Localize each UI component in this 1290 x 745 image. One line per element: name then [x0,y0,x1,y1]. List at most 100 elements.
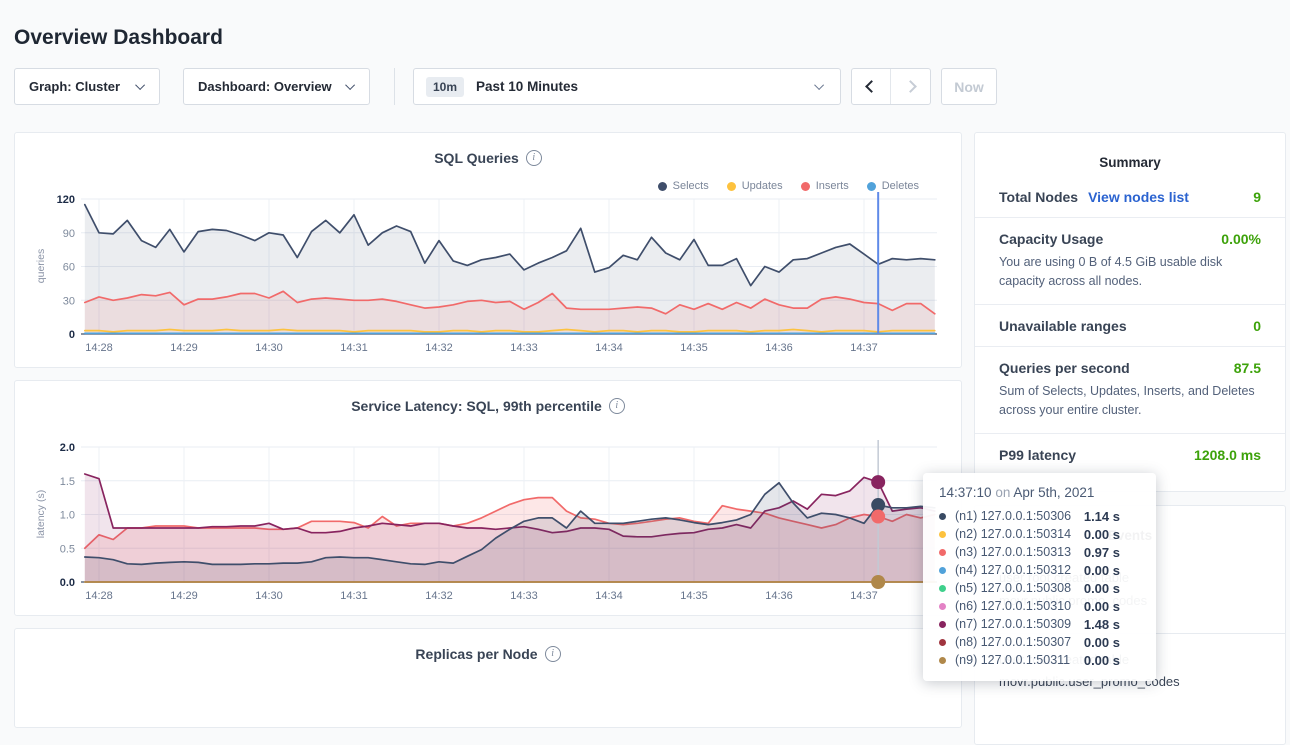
tooltip-row: (n5) 127.0.0.1:50308 0.00 s [939,579,1140,597]
tooltip-date: Apr 5th, 2021 [1013,485,1095,500]
node-color-dot [939,566,946,574]
node-address: (n4) 127.0.0.1:50312 [955,563,1072,577]
svg-text:14:28: 14:28 [85,590,113,602]
svg-text:14:28: 14:28 [85,342,113,354]
summary-row-capacity: Capacity Usage 0.00% You are using 0 B o… [975,218,1285,305]
tooltip-row: (n4) 127.0.0.1:50312 0.00 s [939,561,1140,579]
node-address: (n2) 127.0.0.1:50314 [955,527,1072,541]
time-prev-button[interactable] [852,69,892,104]
svg-text:1.0: 1.0 [60,510,75,522]
time-range-badge: 10m [426,76,465,97]
svg-text:30: 30 [63,295,75,307]
svg-text:14:31: 14:31 [340,342,368,354]
graph-dropdown[interactable]: Graph: Cluster [14,68,160,105]
svg-text:14:33: 14:33 [510,590,538,602]
tooltip-row: (n7) 127.0.0.1:50309 1.48 s [939,615,1140,633]
view-nodes-link[interactable]: View nodes list [1088,189,1189,205]
now-button-label: Now [954,78,984,95]
summary-row-total-nodes: Total Nodes View nodes list 9 [975,176,1285,218]
node-latency: 0.00 s [1083,634,1120,650]
node-color-dot [939,548,946,556]
svg-text:14:35: 14:35 [680,590,708,602]
tooltip-time: 14:37:10 [939,485,992,500]
node-color-dot [939,602,946,610]
svg-text:14:30: 14:30 [255,342,283,354]
node-color-dot [939,656,946,664]
svg-text:14:33: 14:33 [510,342,538,354]
summary-value: 9 [1253,189,1261,205]
legend-dot [657,181,667,191]
svg-text:14:36: 14:36 [765,342,793,354]
chevron-left-icon [864,80,878,93]
latency-title: Service Latency: SQL, 99th percentile i [15,398,961,414]
summary-label: Capacity Usage [999,231,1104,247]
node-latency: 1.48 s [1083,616,1120,632]
legend-label: Deletes [881,180,919,192]
svg-text:2.0: 2.0 [60,442,75,454]
node-latency: 1.14 s [1083,508,1120,524]
info-icon[interactable]: i [608,398,625,414]
chart-title-text: SQL Queries [434,150,519,166]
legend-item: Selects [657,180,709,192]
node-color-dot [939,584,946,592]
summary-value: 0 [1253,317,1261,334]
tooltip-row: (n6) 127.0.0.1:50310 0.00 s [939,597,1140,615]
latency-plot[interactable]: 0.0 0.5 1.0 1.5 2.0 14:28 14:29 14:30 14:31 14:32… [15,421,963,611]
legend-label: Selects [672,180,709,192]
summary-value: 1208.0 ms [1194,446,1261,463]
now-button[interactable]: Now [941,68,997,105]
svg-text:14:31: 14:31 [340,590,368,602]
svg-text:0.0: 0.0 [60,577,75,589]
svg-text:14:34: 14:34 [595,342,623,354]
chart-hover-tooltip: 14:37:10 on Apr 5th, 2021 (n1) 127.0.0.1… [923,473,1156,681]
sql-queries-plot[interactable]: 0 30 60 90 120 14:28 14:29 14:30 14:31 14:32 14:33… [15,173,963,363]
node-latency: 0.00 s [1083,580,1120,596]
node-latency: 0.97 s [1083,544,1120,560]
sql-queries-legend: Selects Updates Inserts Deletes [657,180,919,192]
chart-title-text: Service Latency: SQL, 99th percentile [351,398,602,414]
node-address: (n9) 127.0.0.1:50311 [955,653,1071,667]
time-range-dropdown[interactable]: 10m Past 10 Minutes [413,68,841,105]
summary-label: Total Nodes [999,189,1079,205]
svg-text:14:36: 14:36 [765,590,793,602]
svg-text:14:35: 14:35 [680,342,708,354]
chevron-down-icon [814,80,825,91]
node-color-dot [939,620,946,628]
tooltip-row: (n8) 127.0.0.1:50307 0.00 s [939,633,1140,651]
info-icon[interactable]: i [544,646,561,662]
legend-dot [800,181,810,191]
svg-text:90: 90 [63,228,75,240]
summary-description: You are using 0 B of 4.5 GiB usable disk… [999,255,1223,289]
svg-text:14:37: 14:37 [850,342,878,354]
node-color-dot [939,638,946,646]
summary-panel: Summary Total Nodes View nodes list 9 Ca… [974,132,1286,492]
svg-text:60: 60 [63,262,75,274]
tooltip-timestamp: 14:37:10 on Apr 5th, 2021 [939,485,1140,500]
summary-label: P99 latency [999,446,1077,463]
summary-title: Summary [1099,155,1161,170]
dashboard-dropdown[interactable]: Dashboard: Overview [183,68,370,105]
chevron-right-icon [904,80,917,93]
node-address: (n5) 127.0.0.1:50308 [955,581,1072,595]
time-next-button[interactable] [891,69,930,104]
svg-text:14:30: 14:30 [255,590,283,602]
page-title: Overview Dashboard [14,26,223,50]
svg-text:120: 120 [57,194,75,206]
legend-item: Updates [726,180,783,192]
legend-label: Inserts [815,180,849,192]
summary-value: 0.00% [1221,231,1261,247]
legend-item: Deletes [866,180,919,192]
node-address: (n6) 127.0.0.1:50310 [955,599,1072,613]
chevron-down-icon [345,80,356,91]
svg-text:1.5: 1.5 [60,476,75,488]
replicas-title: Replicas per Node i [15,646,961,662]
svg-text:0: 0 [69,329,75,341]
time-nav-group [851,68,931,105]
tooltip-row: (n9) 127.0.0.1:50311 0.00 s [939,651,1140,669]
info-icon[interactable]: i [525,150,542,166]
summary-row-qps: Queries per second 87.5 Sum of Selects, … [975,347,1285,434]
time-range-label: Past 10 Minutes [476,79,579,94]
node-address: (n3) 127.0.0.1:50313 [955,545,1072,559]
summary-row-p99: P99 latency 1208.0 ms [975,434,1285,475]
sql-queries-title: SQL Queries i [15,150,961,166]
